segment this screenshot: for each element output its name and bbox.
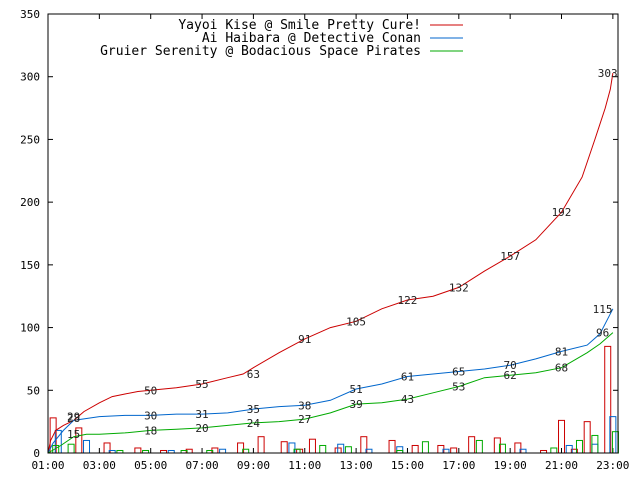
bar-1	[308, 438, 316, 454]
bar-3	[550, 447, 558, 454]
data-label-1: 28	[67, 412, 80, 425]
data-label-1: 192	[552, 206, 572, 219]
data-label-2: 65	[452, 365, 465, 378]
series-line-3	[47, 332, 614, 454]
data-label-1: 157	[500, 250, 520, 263]
y-tick-label: 250	[20, 133, 40, 146]
x-tick-label: 05:00	[134, 459, 167, 472]
data-label-1: 105	[346, 315, 366, 328]
data-label-3: 27	[298, 413, 311, 426]
data-label-2: 115	[593, 303, 613, 316]
bar-1	[583, 421, 591, 454]
data-label-1: 55	[195, 378, 208, 391]
x-tick-label: 19:00	[494, 459, 527, 472]
bar-1	[257, 436, 265, 454]
bar-1	[468, 436, 476, 454]
x-tick-label: 21:00	[545, 459, 578, 472]
data-label-2: 29	[67, 411, 80, 424]
bar-3	[421, 441, 429, 454]
x-tick-label: 03:00	[83, 459, 116, 472]
x-tick-label: 17:00	[442, 459, 475, 472]
series-line-2	[47, 308, 614, 454]
data-label-2: 31	[195, 408, 208, 421]
x-tick-label: 11:00	[288, 459, 321, 472]
x-tick-label: 23:00	[596, 459, 629, 472]
bar-1	[388, 439, 396, 454]
x-tick-label: 09:00	[237, 459, 270, 472]
series-line-1	[47, 72, 614, 454]
data-label-3: 53	[452, 381, 465, 394]
data-label-3: 20	[195, 422, 208, 435]
y-tick-label: 0	[33, 447, 40, 460]
series-lines	[47, 72, 614, 454]
y-tick-label: 300	[20, 71, 40, 84]
data-label-3: 96	[596, 327, 609, 340]
plot-frame	[47, 13, 619, 454]
data-label-2: 61	[401, 370, 414, 383]
data-label-2: 30	[144, 409, 157, 422]
y-tick-label: 350	[20, 8, 40, 21]
data-label-3: 24	[247, 417, 261, 430]
data-label-2: 70	[504, 359, 517, 372]
data-label-1: 303	[598, 67, 618, 80]
legend: Yayoi Kise @ Smile Pretty Cure!Ai Haibar…	[100, 18, 463, 59]
y-tick-label: 50	[27, 384, 40, 397]
data-label-1: 50	[144, 384, 157, 397]
data-label-1: 122	[398, 294, 418, 307]
legend-label-1: Yayoi Kise @ Smile Pretty Cure!	[178, 18, 421, 33]
bar-2	[591, 443, 599, 454]
bar-1	[450, 447, 458, 454]
bar-2	[219, 448, 227, 454]
data-label-1: 132	[449, 281, 469, 294]
bar-3	[67, 443, 75, 454]
y-tick-label: 200	[20, 196, 40, 209]
data-label-3: 15	[67, 428, 80, 441]
histogram-bars	[49, 345, 619, 454]
x-tick-label: 15:00	[391, 459, 424, 472]
x-tick-label: 01:00	[31, 459, 64, 472]
data-label-3: 18	[144, 424, 157, 437]
bar-3	[475, 439, 483, 454]
bar-2	[83, 439, 91, 454]
bar-2	[396, 446, 404, 454]
data-label-2: 35	[247, 403, 260, 416]
bar-1	[134, 447, 142, 454]
data-labels: 28 50 55 63 91 105 122 132 157 192 303 29 30 31 35 38 51…	[67, 67, 618, 441]
data-label-1: 91	[298, 333, 311, 346]
bar-3	[319, 444, 327, 454]
legend-label-2: Ai Haibara @ Detective Conan	[202, 31, 421, 46]
data-label-3: 39	[349, 398, 362, 411]
bar-1	[280, 441, 288, 454]
x-axis-ticks: 01:00 03:00 05:00 07:00 09:00 11:00 13:00 15:00…	[31, 14, 629, 472]
y-tick-label: 100	[20, 322, 40, 335]
legend-label-3: Gruier Serenity @ Bodacious Space Pirate…	[100, 44, 421, 59]
data-label-2: 81	[555, 345, 568, 358]
x-tick-label: 13:00	[340, 459, 373, 472]
data-label-3: 43	[401, 393, 414, 406]
data-label-2: 38	[298, 399, 311, 412]
y-axis-ticks: 0 50 100 150 200 250 300 350	[20, 8, 618, 460]
bar-1	[411, 444, 419, 454]
data-label-2: 51	[349, 383, 362, 396]
data-label-1: 63	[247, 368, 260, 381]
data-label-3: 68	[555, 362, 568, 375]
y-tick-label: 150	[20, 259, 40, 272]
x-tick-label: 07:00	[185, 459, 218, 472]
bar-3	[344, 446, 352, 454]
data-label-3: 62	[504, 369, 517, 382]
